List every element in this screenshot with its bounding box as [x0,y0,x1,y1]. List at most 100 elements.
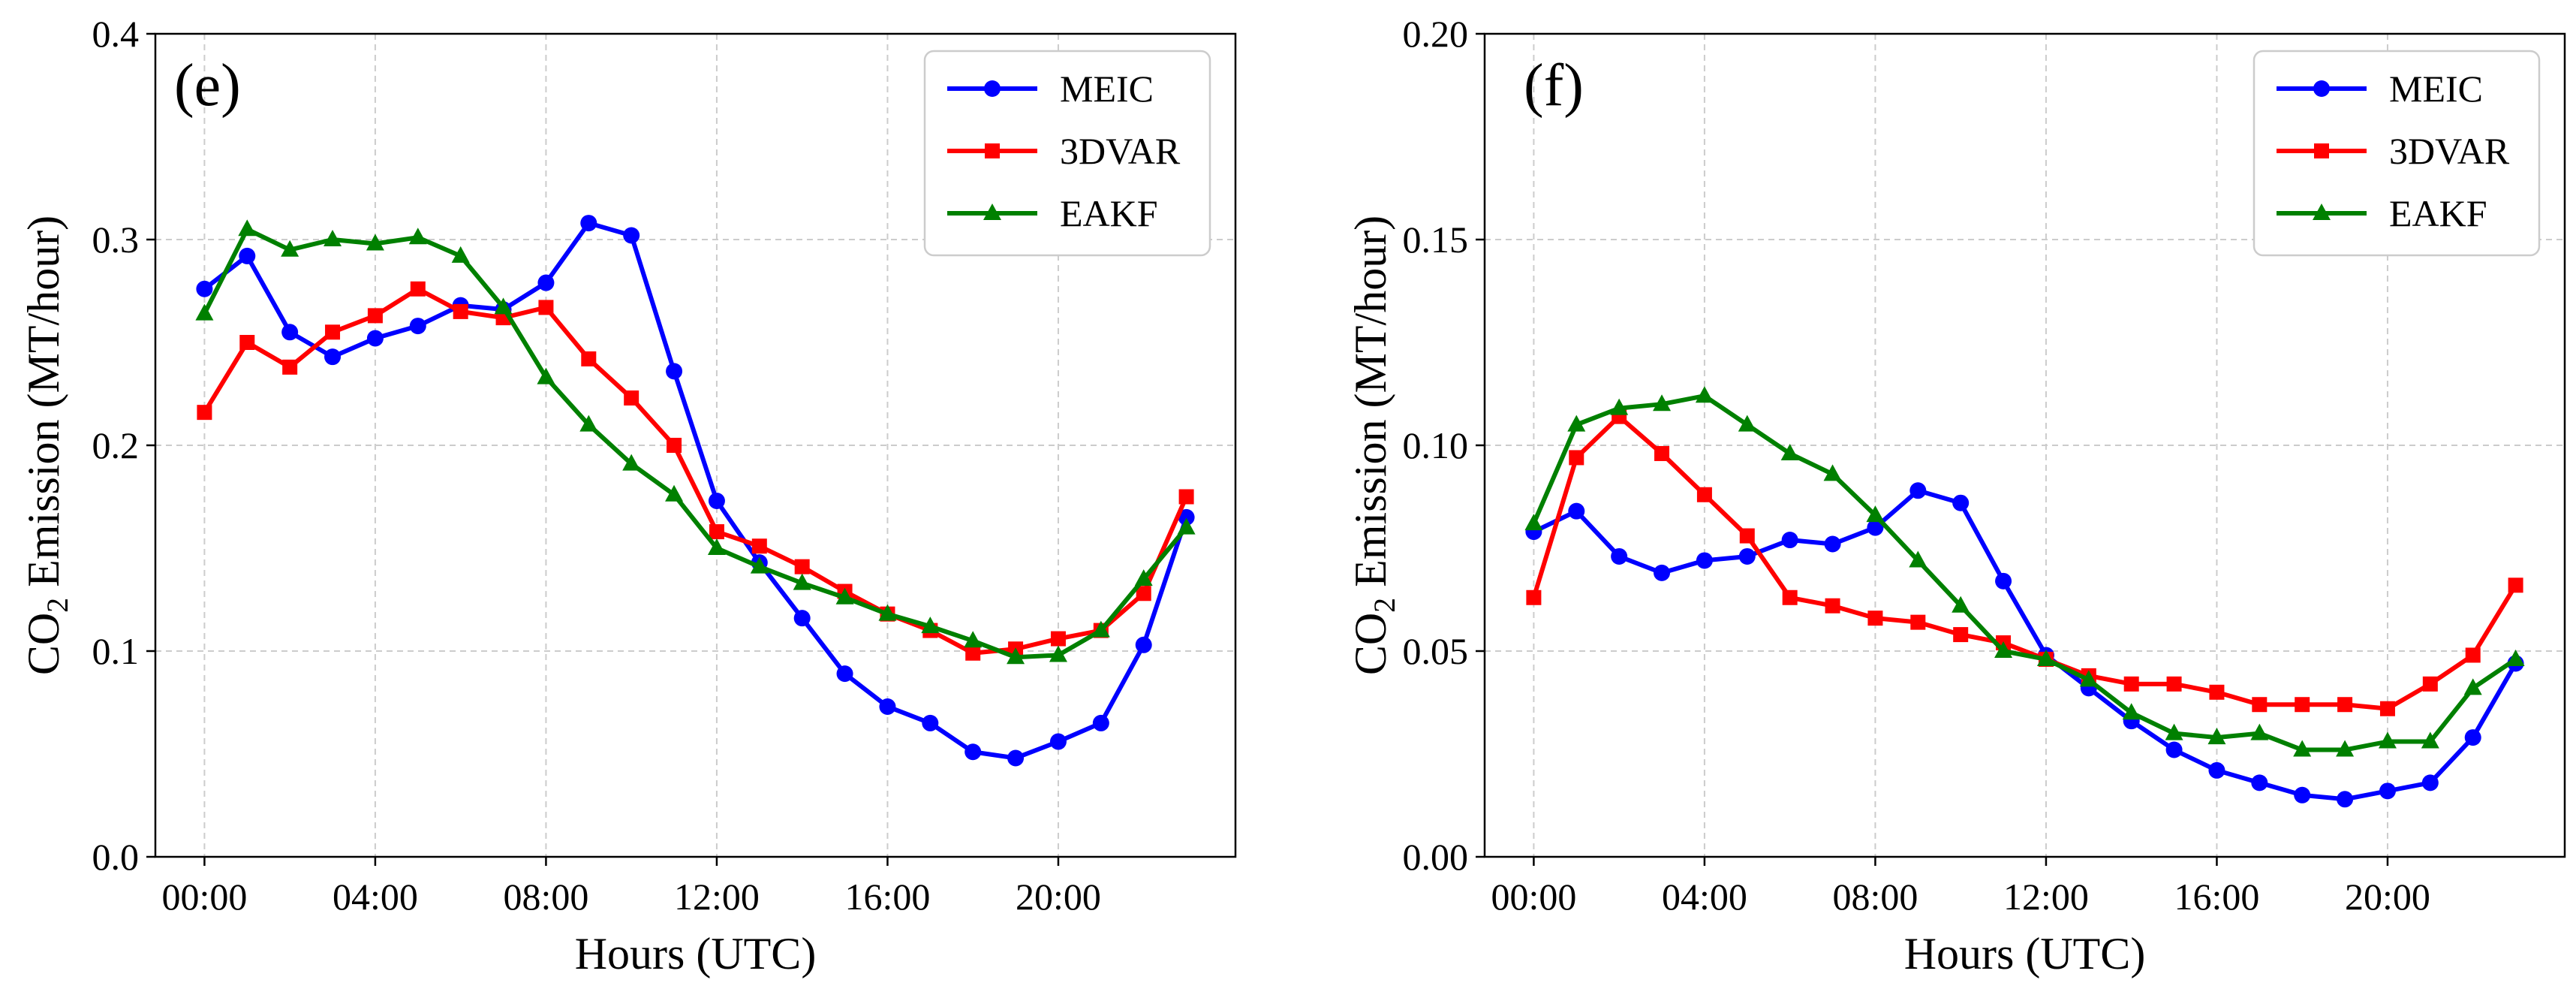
data-point [281,240,299,257]
data-point [409,318,426,335]
legend-label-eakf: EAKF [2389,192,2487,234]
data-point [1569,450,1584,466]
data-point [1135,636,1152,653]
data-point [1136,586,1151,602]
data-point [324,348,342,366]
data-point [794,559,810,574]
x-tick-label: 20:00 [1016,876,1101,918]
y-tick-label: 0.15 [1403,219,1469,261]
legend-label-eakf: EAKF [1060,192,1158,234]
data-point [1995,572,2012,589]
series-eakf [1524,386,2525,757]
data-point [2336,740,2355,757]
y-axis-label: CO2 Emission (MT/hour) [1346,216,1401,675]
data-point [239,335,255,350]
data-point [751,538,767,554]
chart-panel-f: 00:00 04:00 08:00 12:00 16:00 20:00 0.00 0.05 0.… [1346,13,2566,978]
data-point [2421,731,2439,749]
data-point [2464,729,2481,746]
data-point [197,405,212,421]
data-point [281,324,299,341]
data-point [238,219,257,237]
legend-label-meic: MEIC [1060,68,1154,110]
legend-marker [2313,80,2330,97]
y-axis-label-subscript: 2 [41,598,74,613]
data-point [2506,649,2525,666]
data-point [1952,494,1970,511]
data-point [1867,519,1884,536]
panel-label: (e) [174,53,241,119]
x-axis-label: Hours (UTC) [1904,929,2146,978]
data-point [2465,647,2481,663]
data-point [1611,547,1628,565]
data-point [2463,678,2482,695]
legend-box [923,50,1211,257]
data-point [2122,703,2141,720]
y-tick-label: 0.0 [92,836,140,878]
data-point [2378,731,2397,749]
y-tick-label: 0.3 [92,219,140,261]
data-point [965,645,981,661]
data-point [366,234,384,251]
data-point [366,330,384,347]
series-line-eakf [1531,393,2517,752]
data-point [1091,620,1110,638]
data-point [2036,649,2055,666]
data-point [1780,443,1799,460]
chart-panel-e: 00:00 04:00 08:00 12:00 16:00 20:00 0.0 0.1 0.2 0… [19,13,1237,978]
data-point [1695,386,1714,403]
data-point [793,610,811,627]
series-eakf [195,219,1196,665]
data-point [709,524,724,540]
legend-marker [2314,143,2329,158]
y-axis-label-text: Emission (MT/hour) [19,216,68,587]
series-line-meic [1533,488,2518,802]
data-point [1653,394,1672,412]
data-point [2422,676,2438,692]
x-tick-label: 20:00 [2345,876,2430,918]
data-point [1049,733,1067,750]
series-meic [1525,482,2524,808]
data-point [2508,577,2523,593]
y-tick-label: 0.4 [92,13,140,55]
x-tick-label: 16:00 [844,876,930,918]
data-point [2207,728,2226,745]
data-point [879,698,896,715]
data-point [1824,535,1841,553]
data-point [451,246,470,263]
data-point [324,230,342,246]
data-point [1781,532,1798,549]
panel-label: (f) [1524,53,1584,119]
data-point [1654,564,1671,581]
data-point [666,363,683,380]
data-point [538,300,554,315]
data-point [1007,647,1025,665]
data-point [196,280,213,297]
data-point [667,438,682,453]
data-point [2293,740,2312,757]
x-tick-label: 16:00 [2174,876,2259,918]
data-point [835,587,854,605]
data-point [1739,528,1755,544]
series-3dvar [197,281,1194,661]
data-point [410,281,426,297]
y-tick-label: 0.10 [1403,424,1469,466]
data-point [2166,676,2182,692]
data-point [2295,697,2310,713]
y-tick-label: 0.05 [1403,630,1469,672]
data-point [537,367,555,384]
legend-marker [2313,204,2331,220]
data-point [836,665,853,683]
data-point [707,538,726,555]
data-point [325,324,341,340]
data-point [1866,505,1885,523]
data-point [1524,514,1543,531]
data-point [2379,782,2396,800]
data-point [793,573,811,590]
series-line-3dvar [1531,414,2518,711]
data-point [239,247,256,264]
x-tick-label: 12:00 [2003,876,2089,918]
y-axis-label: CO2 Emission (MT/hour) [19,216,74,675]
y-tick-label: 0.00 [1403,836,1469,878]
